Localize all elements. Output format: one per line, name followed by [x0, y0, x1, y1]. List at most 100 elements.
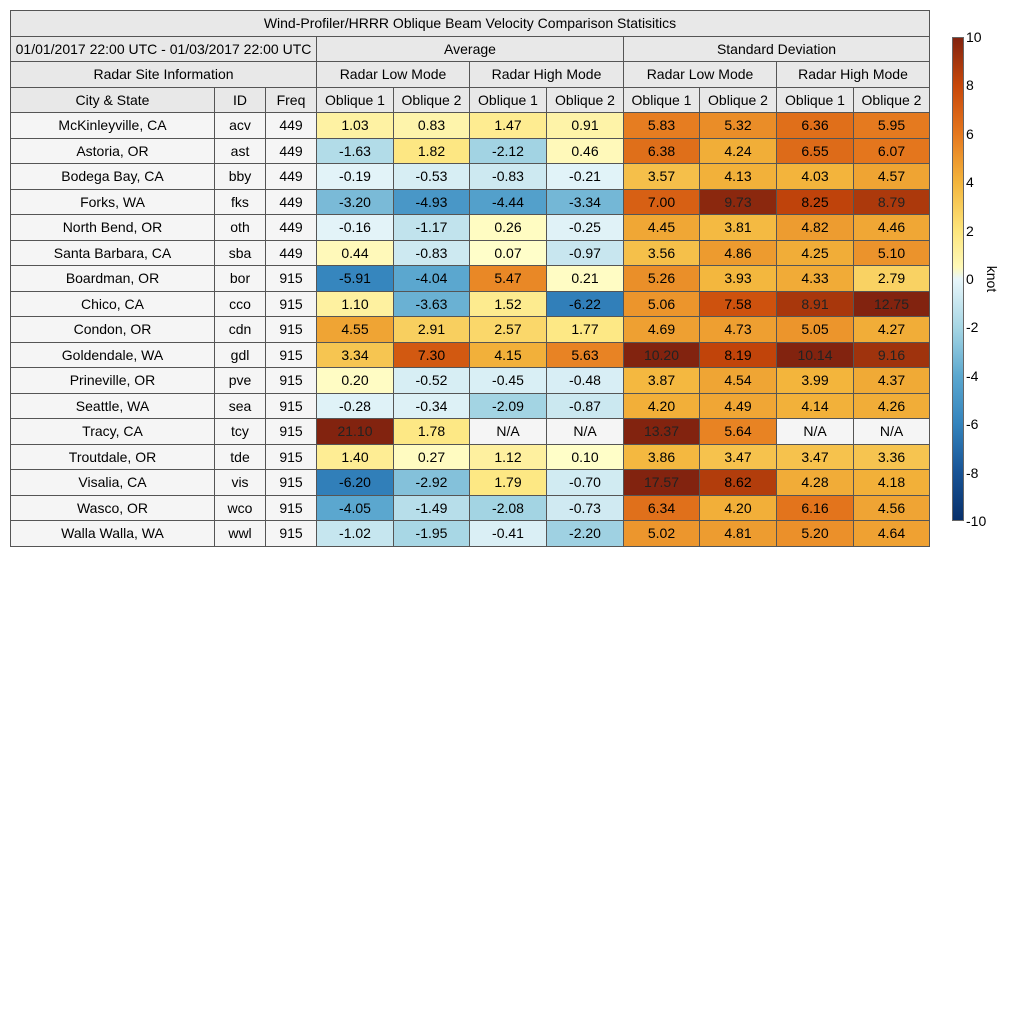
value-cell: 5.32 [699, 112, 777, 139]
freq-column-header: Freq [265, 86, 317, 113]
id-cell: acv [214, 112, 266, 139]
freq-cell: 915 [265, 520, 317, 547]
value-cell: 6.36 [776, 112, 854, 139]
value-cell: 4.26 [853, 392, 930, 419]
beam-column-header: Oblique 1 [623, 86, 700, 113]
value-cell: 4.24 [699, 137, 777, 164]
value-cell: -3.63 [393, 290, 470, 317]
colorbar-unit-label: knot [984, 265, 1000, 293]
table-row: Boardman, OR bor 915 -5.91 -4.04 5.47 0.21 5.26… [10, 265, 930, 292]
id-cell: pve [214, 367, 266, 394]
value-cell: 3.99 [776, 367, 854, 394]
value-cell: -2.08 [469, 494, 547, 521]
value-cell: -1.02 [316, 520, 394, 547]
value-cell: 8.25 [776, 188, 854, 215]
value-cell: 1.10 [316, 290, 394, 317]
value-cell: 4.18 [853, 469, 930, 496]
value-cell: -0.73 [546, 494, 624, 521]
freq-cell: 915 [265, 469, 317, 496]
city-cell: Visalia, CA [10, 469, 215, 496]
value-cell: 4.54 [699, 367, 777, 394]
city-cell: Goldendale, WA [10, 341, 215, 368]
value-cell: 0.27 [393, 443, 470, 470]
table-row: McKinleyville, CA acv 449 1.03 0.83 1.47 0.91 5… [10, 112, 930, 139]
value-cell: 1.82 [393, 137, 470, 164]
id-cell: cdn [214, 316, 266, 343]
value-cell: 2.91 [393, 316, 470, 343]
value-cell: 4.64 [853, 520, 930, 547]
table-row: Tracy, CA tcy 915 21.10 1.78 N/A N/A 13.37 5.64 N… [10, 418, 930, 445]
value-cell: 0.91 [546, 112, 624, 139]
value-cell: 3.86 [623, 443, 700, 470]
value-cell: 9.73 [699, 188, 777, 215]
value-cell: 5.47 [469, 265, 547, 292]
id-cell: wco [214, 494, 266, 521]
value-cell: 2.57 [469, 316, 547, 343]
value-cell: N/A [853, 418, 930, 445]
id-cell: tde [214, 443, 266, 470]
value-cell: -3.34 [546, 188, 624, 215]
value-cell: -0.25 [546, 214, 624, 241]
value-cell: 4.20 [623, 392, 700, 419]
std-group-header: Standard Deviation [623, 35, 930, 62]
value-cell: 4.28 [776, 469, 854, 496]
value-cell: 7.30 [393, 341, 470, 368]
mode-header: Radar Low Mode [623, 61, 777, 88]
colorbar-tick-label: 0 [966, 271, 974, 287]
value-cell: 1.52 [469, 290, 547, 317]
freq-cell: 449 [265, 137, 317, 164]
value-cell: -3.20 [316, 188, 394, 215]
value-cell: 4.15 [469, 341, 547, 368]
city-cell: Wasco, OR [10, 494, 215, 521]
id-cell: fks [214, 188, 266, 215]
value-cell: 3.34 [316, 341, 394, 368]
freq-cell: 915 [265, 290, 317, 317]
value-cell: 7.58 [699, 290, 777, 317]
value-cell: 5.10 [853, 239, 930, 266]
site-info-header: Radar Site Information [10, 61, 317, 88]
value-cell: -0.70 [546, 469, 624, 496]
value-cell: -0.45 [469, 367, 547, 394]
table-body: McKinleyville, CA acv 449 1.03 0.83 1.47 0.91 5… [10, 112, 930, 547]
value-cell: -1.17 [393, 214, 470, 241]
value-cell: -0.52 [393, 367, 470, 394]
freq-cell: 449 [265, 239, 317, 266]
value-cell: -4.05 [316, 494, 394, 521]
table-row: Seattle, WA sea 915 -0.28 -0.34 -2.09 -0.87 4.2… [10, 392, 930, 419]
value-cell: 3.47 [699, 443, 777, 470]
value-cell: 10.14 [776, 341, 854, 368]
value-cell: 4.69 [623, 316, 700, 343]
value-cell: 0.10 [546, 443, 624, 470]
value-cell: 3.57 [623, 163, 700, 190]
table-row: Visalia, CA vis 915 -6.20 -2.92 1.79 -0.70 17.5… [10, 469, 930, 496]
freq-cell: 915 [265, 443, 317, 470]
value-cell: -0.83 [393, 239, 470, 266]
value-cell: 5.20 [776, 520, 854, 547]
table-row: Bodega Bay, CA bby 449 -0.19 -0.53 -0.83 -0.21… [10, 163, 930, 190]
id-cell: sea [214, 392, 266, 419]
value-cell: 12.75 [853, 290, 930, 317]
value-cell: 5.83 [623, 112, 700, 139]
value-cell: -0.83 [469, 163, 547, 190]
value-cell: 5.26 [623, 265, 700, 292]
value-cell: -2.92 [393, 469, 470, 496]
id-cell: vis [214, 469, 266, 496]
city-cell: Boardman, OR [10, 265, 215, 292]
value-cell: 5.02 [623, 520, 700, 547]
beam-column-header: Oblique 2 [393, 86, 470, 113]
id-cell: wwl [214, 520, 266, 547]
table-row: Santa Barbara, CA sba 449 0.44 -0.83 0.07 -0.9… [10, 239, 930, 266]
value-cell: 1.78 [393, 418, 470, 445]
table-row: Goldendale, WA gdl 915 3.34 7.30 4.15 5.63 10.2… [10, 341, 930, 368]
value-cell: 4.20 [699, 494, 777, 521]
id-cell: ast [214, 137, 266, 164]
colorbar-tick-label: -10 [966, 513, 987, 529]
value-cell: 4.56 [853, 494, 930, 521]
city-cell: Troutdale, OR [10, 443, 215, 470]
city-cell: Tracy, CA [10, 418, 215, 445]
value-cell: 5.05 [776, 316, 854, 343]
city-cell: Prineville, OR [10, 367, 215, 394]
value-cell: 4.73 [699, 316, 777, 343]
value-cell: 10.20 [623, 341, 700, 368]
beam-column-header: Oblique 1 [776, 86, 854, 113]
